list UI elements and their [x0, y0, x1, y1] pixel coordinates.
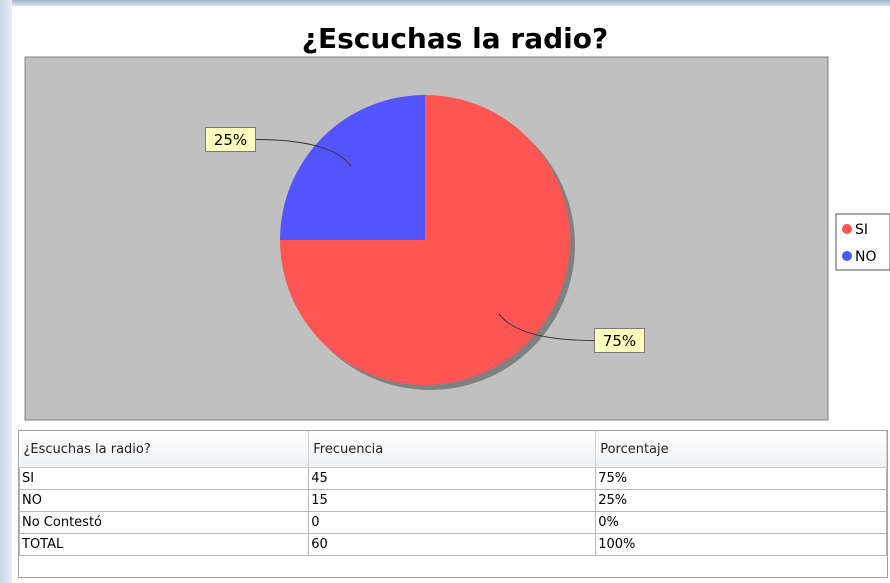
- pie-slice: [280, 95, 425, 240]
- chart-title: ¿Escuchas la radio?: [302, 22, 608, 55]
- table-row: SI 45 75%: [18, 467, 887, 490]
- table-cell: NO: [18, 489, 310, 512]
- table-row: NO 15 25%: [18, 489, 887, 512]
- table-row: TOTAL 60 100%: [18, 533, 887, 556]
- table-cell: 25%: [595, 489, 887, 512]
- table-cell: 15: [308, 489, 597, 512]
- window-frame: [0, 0, 12, 583]
- table-cell: 60: [308, 533, 597, 556]
- title-bar: [0, 0, 890, 6]
- legend-box: [835, 213, 890, 271]
- legend-marker: [842, 251, 852, 261]
- column-header: Frecuencia: [308, 431, 597, 468]
- table-cell: SI: [18, 467, 310, 490]
- table-cell: TOTAL: [18, 533, 310, 556]
- table-cell: No Contestó: [18, 511, 310, 534]
- table-cell: 0%: [595, 511, 887, 534]
- label-box: [594, 327, 646, 353]
- column-header: Porcentaje: [595, 431, 887, 468]
- data-label: 75%: [603, 332, 636, 350]
- table-cell: 45: [308, 467, 597, 490]
- legend-label: NO: [855, 249, 877, 265]
- table: ¿Escuchas la radio? Frecuencia Porcentaje S…: [18, 431, 887, 556]
- column-header: ¿Escuchas la radio?: [19, 431, 310, 468]
- chart: ¿Escuchas la radio? 75% 25% SI NO: [24, 22, 890, 421]
- leader-line: [255, 139, 352, 167]
- table-cell: 75%: [595, 467, 887, 490]
- leader-line: [498, 313, 595, 341]
- data-table: ¿Escuchas la radio? Frecuencia Porcentaje S…: [18, 430, 888, 578]
- table-cell: 0: [308, 511, 597, 534]
- table-cell: 100%: [595, 533, 887, 556]
- legend-label: SI: [855, 222, 868, 238]
- table-row: No Contestó 0 0%: [18, 511, 887, 534]
- legend-marker: [842, 224, 852, 234]
- label-box: [204, 127, 256, 153]
- data-label: 25%: [214, 131, 247, 149]
